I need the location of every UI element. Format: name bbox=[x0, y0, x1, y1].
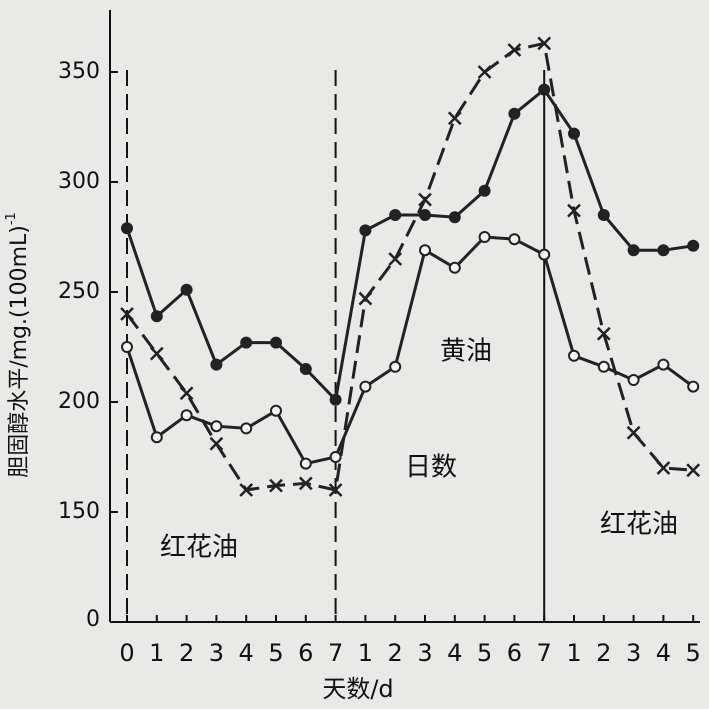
x-tick-label: 3 bbox=[209, 639, 224, 667]
marker bbox=[240, 336, 253, 349]
marker bbox=[597, 209, 610, 221]
x-tick-label: 1 bbox=[358, 639, 373, 667]
y-tick-label: 250 bbox=[58, 279, 100, 304]
marker bbox=[239, 483, 254, 497]
x-tick-label: 5 bbox=[268, 639, 283, 667]
marker bbox=[120, 307, 134, 321]
marker bbox=[359, 224, 372, 237]
marker bbox=[329, 393, 342, 406]
marker bbox=[626, 425, 641, 440]
marker bbox=[419, 244, 431, 257]
x-tick-label: 4 bbox=[447, 639, 462, 667]
marker bbox=[508, 233, 521, 246]
marker bbox=[150, 310, 163, 323]
marker bbox=[149, 346, 164, 361]
marker bbox=[150, 431, 163, 444]
annotation: 黄油 bbox=[440, 337, 492, 367]
x-tick-label: 1 bbox=[149, 639, 164, 667]
marker bbox=[538, 83, 551, 96]
marker bbox=[596, 326, 611, 341]
x-tick-label: 0 bbox=[119, 639, 134, 667]
marker bbox=[568, 127, 580, 140]
marker bbox=[687, 239, 700, 252]
x-axis-label: 天数/d bbox=[322, 675, 393, 703]
x-tick-label: 1 bbox=[566, 639, 581, 667]
y-label-main: 胆固醇水平/mg.(100mL) bbox=[7, 225, 32, 478]
marker bbox=[419, 209, 431, 221]
x-tick-label: 2 bbox=[388, 639, 403, 667]
annotation: 红花油 bbox=[600, 510, 678, 540]
series-line bbox=[125, 87, 694, 403]
marker bbox=[270, 336, 282, 349]
marker bbox=[538, 248, 551, 261]
x-tick-label: 4 bbox=[239, 639, 254, 667]
marker bbox=[418, 192, 432, 207]
marker bbox=[389, 360, 402, 373]
x-tick-label: 6 bbox=[298, 639, 313, 667]
x-tick-label: 5 bbox=[477, 639, 492, 667]
marker bbox=[597, 360, 610, 373]
marker bbox=[447, 111, 462, 126]
marker bbox=[388, 252, 403, 266]
x-tick-label: 7 bbox=[537, 639, 552, 667]
marker bbox=[180, 409, 193, 422]
y-tick-label: 200 bbox=[58, 389, 100, 414]
y-tick-label: 350 bbox=[58, 59, 100, 84]
marker bbox=[240, 422, 253, 435]
marker bbox=[359, 380, 372, 393]
marker bbox=[627, 374, 640, 386]
marker bbox=[478, 231, 491, 243]
y-tick-label: 150 bbox=[58, 499, 100, 524]
marker bbox=[567, 203, 581, 218]
marker bbox=[121, 341, 133, 353]
x-tick-label: 2 bbox=[179, 639, 194, 667]
marker bbox=[358, 291, 373, 306]
annotation: 红花油 bbox=[160, 533, 238, 563]
marker bbox=[209, 436, 224, 451]
marker bbox=[656, 461, 671, 475]
marker bbox=[568, 349, 580, 362]
marker bbox=[478, 184, 491, 197]
y-origin-label: 0 bbox=[86, 607, 100, 632]
series-line bbox=[125, 41, 694, 492]
marker bbox=[657, 244, 670, 257]
y-tick-label: 300 bbox=[58, 169, 100, 194]
marker bbox=[687, 380, 700, 393]
x-tick-label: 3 bbox=[626, 639, 641, 667]
marker bbox=[329, 451, 342, 463]
x-tick-label: 7 bbox=[328, 639, 343, 667]
marker bbox=[508, 107, 521, 120]
marker bbox=[121, 222, 133, 235]
marker bbox=[328, 483, 343, 497]
marker bbox=[270, 404, 282, 417]
marker bbox=[507, 43, 522, 57]
marker bbox=[269, 478, 283, 493]
y-label-sup: -1 bbox=[4, 212, 19, 225]
marker bbox=[210, 358, 223, 371]
marker bbox=[627, 244, 640, 257]
marker bbox=[448, 211, 461, 224]
marker bbox=[299, 457, 312, 470]
x-tick-label: 6 bbox=[507, 639, 522, 667]
marker bbox=[686, 463, 701, 478]
y-axis-label: 胆固醇水平/mg.(100mL)-1 bbox=[4, 212, 33, 478]
marker bbox=[180, 283, 193, 296]
marker bbox=[477, 65, 492, 79]
marker bbox=[657, 358, 670, 371]
marker bbox=[537, 36, 552, 51]
marker bbox=[179, 386, 194, 401]
marker bbox=[210, 420, 223, 433]
x-tick-label: 3 bbox=[417, 639, 432, 667]
marker bbox=[299, 363, 312, 375]
marker bbox=[448, 261, 461, 274]
annotation: 日数 bbox=[405, 453, 457, 483]
marker bbox=[298, 476, 313, 491]
x-tick-label: 2 bbox=[596, 639, 611, 667]
x-tick-label: 5 bbox=[686, 639, 701, 667]
marker bbox=[389, 209, 402, 221]
x-tick-label: 4 bbox=[656, 639, 671, 667]
